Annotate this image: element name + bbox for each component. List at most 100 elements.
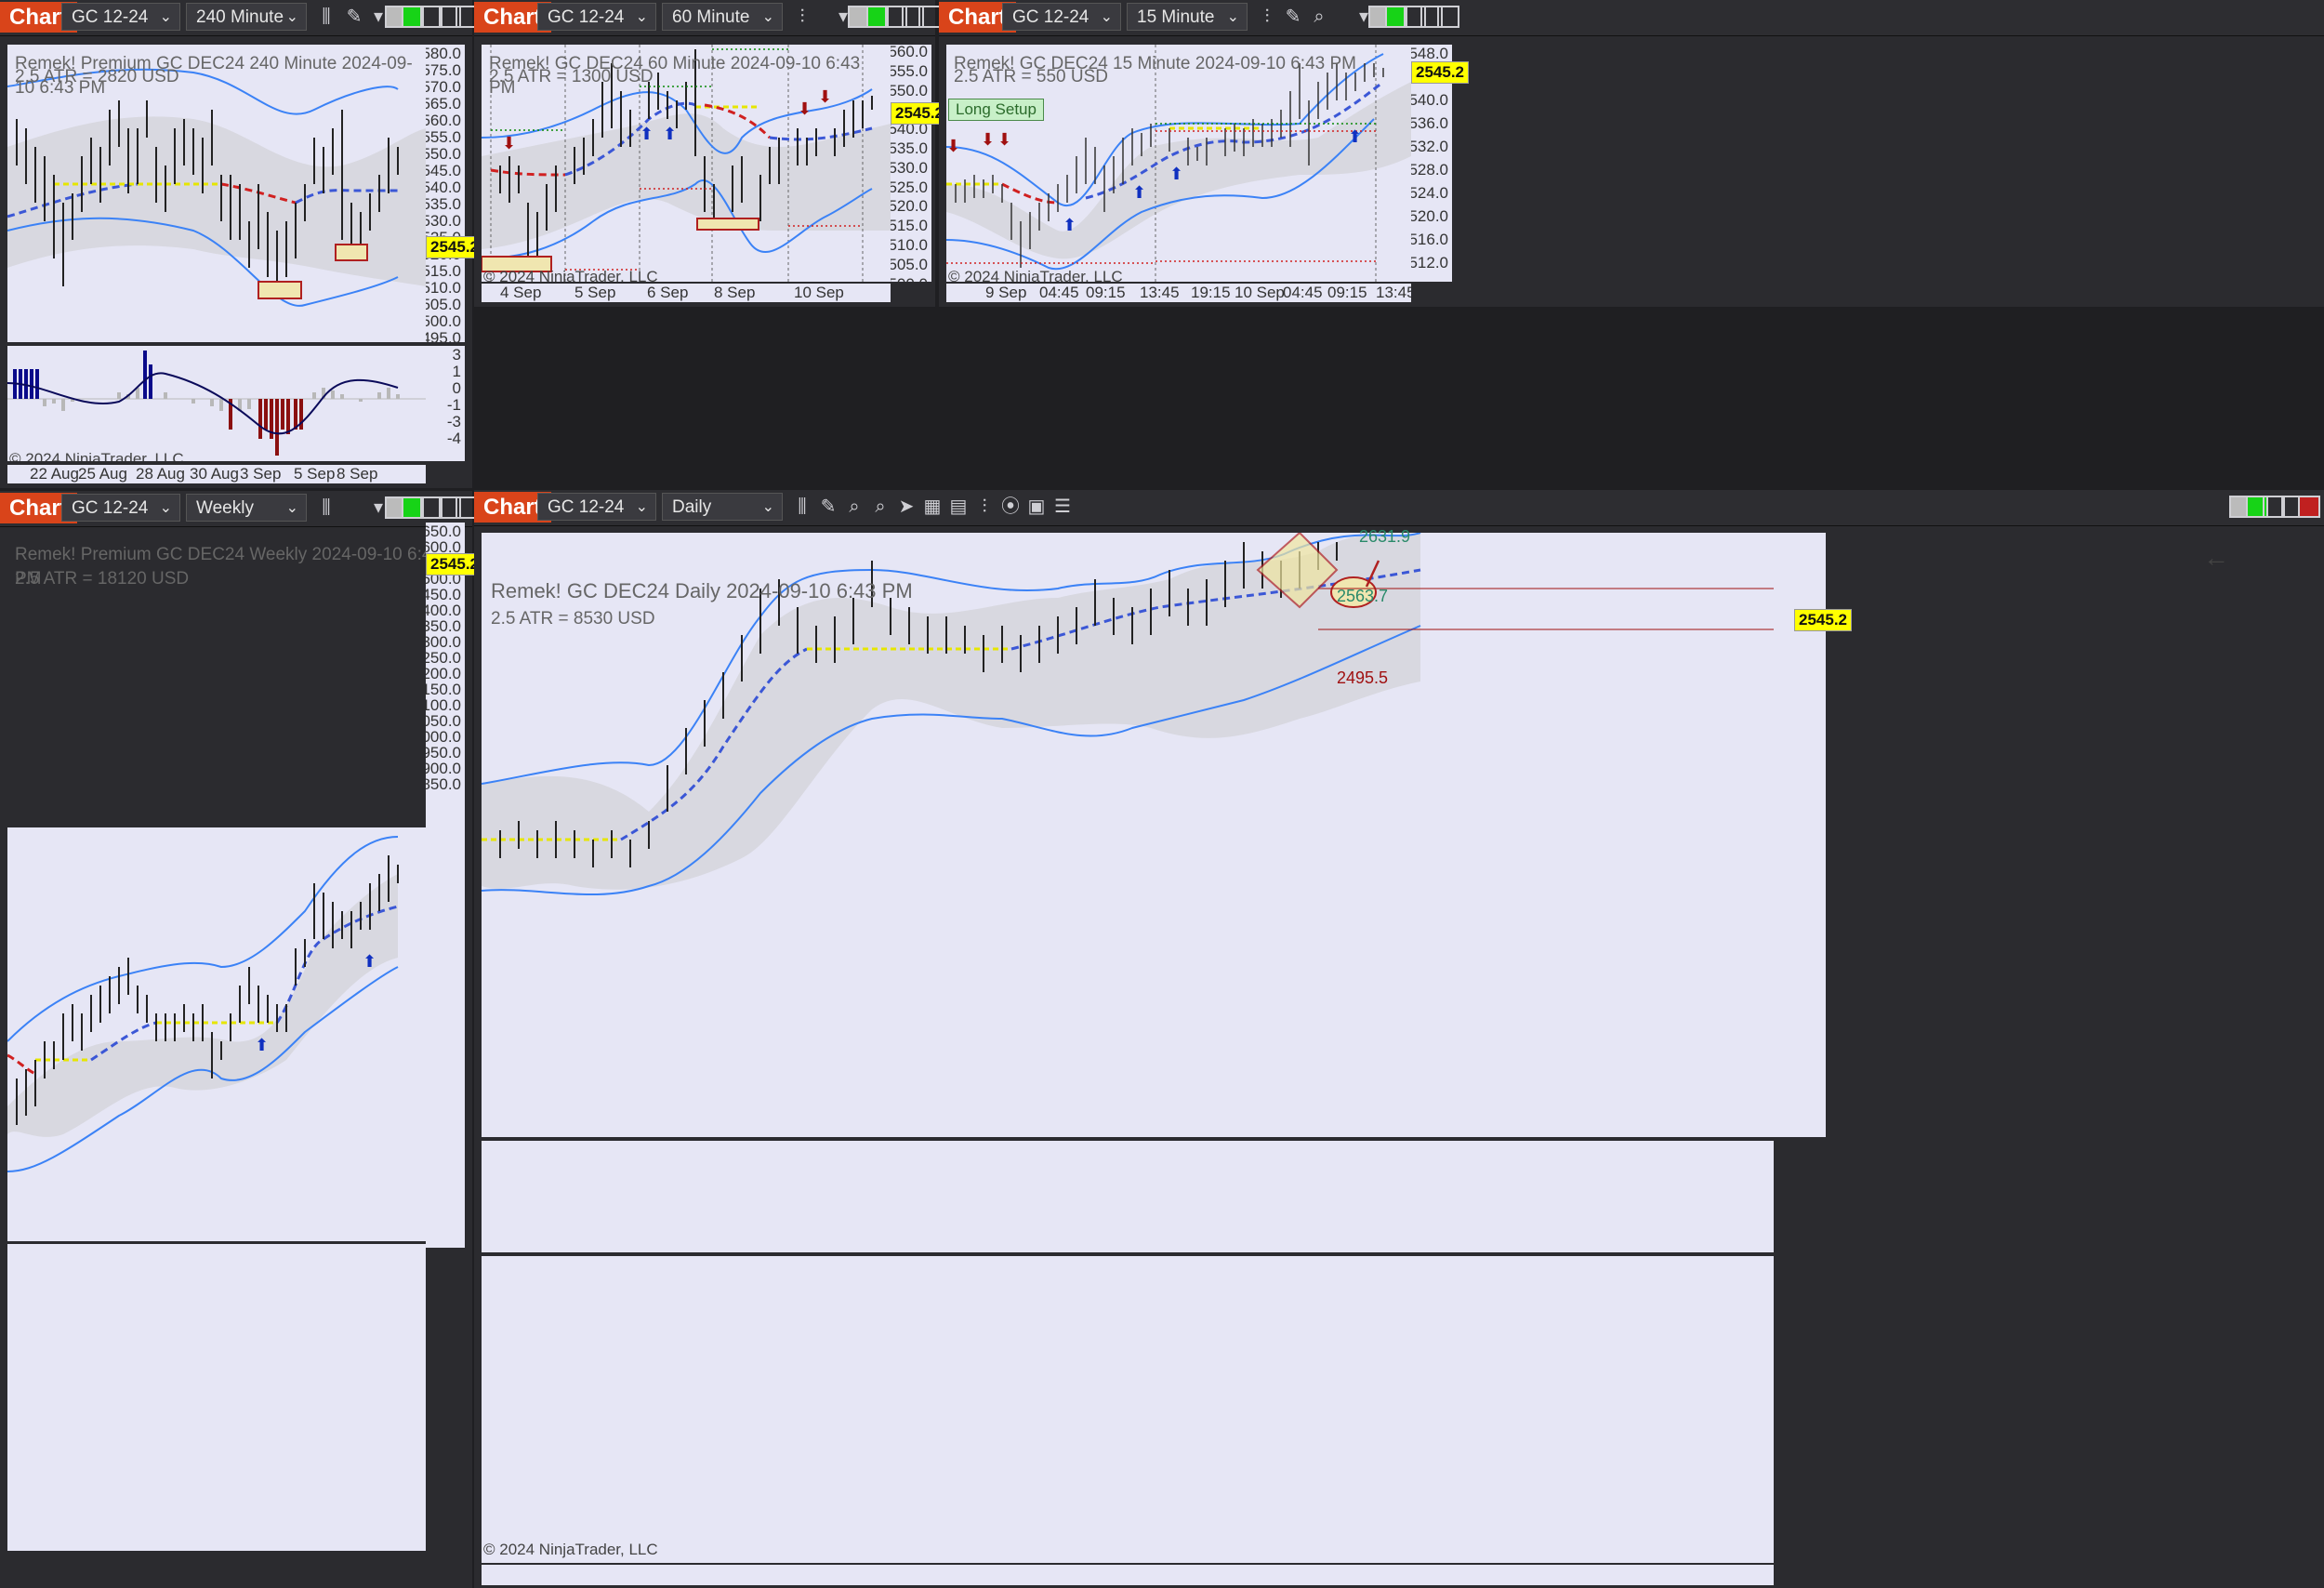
price-axis[interactable]: 2548.02544.02540.02536.02532.02528.02524… — [1411, 45, 1452, 282]
chart-title: Remek! GC DEC24 60 Minute 2024-09-10 6:4… — [489, 54, 861, 98]
strategies-icon[interactable]: ⦿ — [1001, 496, 1020, 517]
time-tick-label: 6 Sep — [647, 284, 689, 301]
interval-value: 240 Minute — [196, 7, 284, 27]
close-button[interactable] — [918, 6, 941, 28]
drawing-tool-icon[interactable]: ✎ — [1285, 7, 1301, 27]
pointer-icon[interactable]: ➤ — [898, 496, 915, 517]
chevron-down-icon[interactable]: ▾ — [373, 7, 384, 27]
chevron-down-icon: ⌄ — [285, 500, 298, 516]
chevron-down-icon: ⌄ — [285, 9, 298, 25]
chart-window-15min: Chart GC 12-24 ⌄ 15 Minute ⌄ ⫶ ✎ ⌕ ▾ ⬇ ⬇ ⬇ ⬆… — [939, 0, 2324, 307]
instrument-value: GC 12-24 — [548, 497, 625, 517]
time-tick-label: 3 Sep — [240, 465, 282, 483]
close-button[interactable] — [1437, 6, 1459, 28]
minimize-button[interactable] — [420, 496, 442, 519]
axis-tick-label: 2570.0 — [426, 78, 461, 96]
svg-text:⬇: ⬇ — [502, 134, 516, 152]
axis-tick-label: 2500.0 — [891, 275, 928, 282]
axis-tick-label: 2515.0 — [426, 262, 461, 280]
interval-selector[interactable]: 240 Minute ⌄ — [186, 3, 307, 31]
atr-label: 2.5 ATR = 1300 USD — [489, 67, 654, 86]
price-axis[interactable]: 2560.02555.02550.02545.02540.02535.02530… — [891, 45, 931, 282]
axis-tick-label: 2532.0 — [1411, 138, 1448, 155]
time-axis[interactable]: 22 Aug 25 Aug 28 Aug 30 Aug 3 Sep 5 Sep 8 Sep — [7, 465, 426, 483]
chevron-down-icon[interactable]: ▾ — [373, 497, 384, 518]
interval-selector[interactable]: 15 Minute ⌄ — [1127, 3, 1248, 31]
chart-toolbar: Chart GC 12-24 ⌄ Weekly ⌄ ⫼ ▾ — [0, 491, 478, 527]
interval-selector[interactable]: Weekly ⌄ — [186, 494, 307, 522]
time-tick-label: 13:45 — [1376, 284, 1411, 301]
oscillator-pane-1[interactable] — [482, 1141, 1774, 1252]
zoom-out-icon[interactable]: ⌕ — [875, 496, 886, 517]
axis-tick-label: 2535.0 — [891, 139, 928, 157]
axis-tick-label: 2580.0 — [426, 45, 461, 62]
last-price-marker: 2545.2 — [1794, 609, 1852, 631]
zoom-in-icon[interactable]: ⌕ — [1314, 7, 1325, 27]
data-box-icon[interactable]: ▦ — [923, 496, 942, 517]
axis-tick-label: 2520.0 — [891, 197, 928, 216]
bar-type-icon[interactable]: ⫼ — [798, 496, 807, 517]
interval-selector[interactable]: Daily ⌄ — [662, 493, 783, 521]
minimize-button[interactable] — [2263, 496, 2285, 518]
interval-selector[interactable]: 60 Minute ⌄ — [662, 3, 783, 31]
bar-type-icon[interactable]: ⫶ — [1264, 7, 1270, 27]
time-tick-label: 09:15 — [1086, 284, 1126, 301]
maximize-button[interactable] — [439, 496, 461, 519]
close-button[interactable] — [2298, 496, 2320, 518]
indicators-icon[interactable]: ⫶ — [982, 496, 987, 517]
bar-type-icon[interactable]: ⫶ — [799, 7, 805, 27]
time-tick-label: 09:15 — [1327, 284, 1367, 301]
price-axis[interactable]: 2650.02600.02550.02500.02450.02400.02350… — [426, 523, 465, 1248]
time-axis[interactable]: 4 Sep 5 Sep 6 Sep 8 Sep 10 Sep — [482, 284, 891, 302]
time-axis[interactable]: 9 Sep 04:45 09:15 13:45 19:15 10 Sep 04:45 09:1… — [946, 284, 1411, 302]
axis-tick-label: 2545.0 — [426, 162, 461, 179]
link-green-button[interactable] — [2246, 496, 2268, 518]
instrument-selector[interactable]: GC 12-24 ⌄ — [537, 493, 656, 521]
drawing-tool-icon[interactable]: ✎ — [820, 496, 837, 517]
maximize-button[interactable] — [439, 6, 461, 28]
upper-price-pane[interactable] — [7, 523, 426, 829]
price-pane[interactable]: ⬆⬆ Remek! Premium GC DEC24 Weekly 2024-0… — [7, 827, 426, 1241]
price-axis[interactable]: 2580.02575.02570.02565.02560.02555.02550… — [426, 45, 465, 342]
templates-icon[interactable]: ▣ — [1027, 496, 1046, 517]
oscillator-axis[interactable]: 3 1 0 -1 -3 -4 — [426, 346, 465, 461]
price-pane[interactable] — [482, 533, 1774, 1137]
oscillator-pane-2[interactable] — [482, 1256, 1774, 1563]
oscillator-pane[interactable]: © 2024 NinjaTrader, LLC — [7, 346, 426, 461]
price-pane[interactable]: ⬇ ⬇ ⬇ ⬆ ⬆ ⬆ ⬆ Remek! GC DEC24 15 Minute 2024-… — [946, 45, 1411, 282]
zoom-in-icon[interactable]: ⌕ — [849, 496, 860, 517]
properties-icon[interactable]: ▤ — [949, 496, 968, 517]
chevron-down-icon[interactable]: ▾ — [838, 7, 849, 27]
instrument-selector[interactable]: GC 12-24 ⌄ — [537, 3, 656, 31]
oscillator-pane[interactable] — [7, 1244, 426, 1551]
price-axis[interactable] — [1774, 533, 1826, 1137]
price-pane[interactable]: ⬇ ⬇ ⬇ ⬆ ⬆ Remek! GC DEC24 60 Minute 2024-09… — [482, 45, 891, 282]
axis-tick-label: 2540.0 — [426, 179, 461, 196]
copyright: © 2024 NinjaTrader, LLC — [9, 450, 184, 461]
copyright: © 2024 NinjaTrader, LLC — [483, 1541, 658, 1558]
bar-type-icon[interactable]: ⫼ — [322, 7, 331, 27]
minimize-button[interactable] — [420, 6, 442, 28]
minimize-button[interactable] — [885, 6, 907, 28]
maximize-button[interactable] — [1420, 6, 1443, 28]
instrument-selector[interactable]: GC 12-24 ⌄ — [61, 3, 180, 31]
maximize-button[interactable] — [902, 6, 924, 28]
instrument-selector[interactable]: GC 12-24 ⌄ — [1002, 3, 1121, 31]
price-chart-graphics — [7, 68, 426, 307]
bar-type-icon[interactable]: ⫼ — [322, 497, 331, 518]
time-axis[interactable] — [482, 1565, 1774, 1585]
menu-list-icon[interactable]: ☰ — [1054, 496, 1071, 517]
drawing-tool-icon[interactable]: ✎ — [346, 7, 363, 27]
instrument-value: GC 12-24 — [548, 7, 625, 27]
minimize-button[interactable] — [1404, 6, 1426, 28]
chevron-down-icon: ⌄ — [761, 9, 774, 25]
axis-tick-label: 2550.0 — [426, 145, 461, 163]
chart-window-weekly: Chart GC 12-24 ⌄ Weekly ⌄ ⫼ ▾ ⬆ ⬆ Remek! Pr… — [0, 491, 483, 1588]
instrument-selector[interactable]: GC 12-24 ⌄ — [61, 494, 180, 522]
chevron-down-icon[interactable]: ▾ — [1358, 7, 1369, 27]
price-pane[interactable]: Remek! Premium GC DEC24 240 Minute 2024-… — [7, 45, 426, 342]
time-tick-label: 30 Aug — [190, 465, 239, 483]
svg-text:⬆: ⬆ — [255, 1036, 269, 1054]
back-arrow-icon[interactable]: ← — [2203, 543, 2229, 572]
axis-tick-label: 2510.0 — [426, 279, 461, 297]
